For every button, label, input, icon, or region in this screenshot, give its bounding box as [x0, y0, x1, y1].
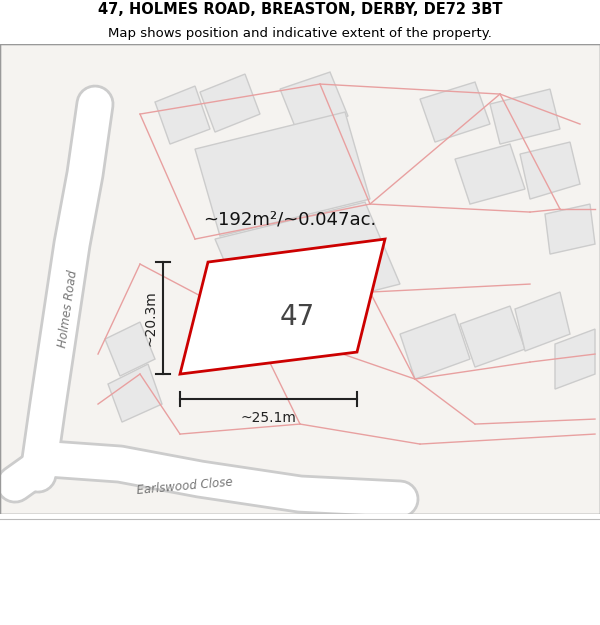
- Polygon shape: [155, 86, 210, 144]
- Polygon shape: [280, 72, 348, 134]
- Text: 47: 47: [280, 302, 315, 331]
- Text: Map shows position and indicative extent of the property.: Map shows position and indicative extent…: [108, 27, 492, 39]
- Polygon shape: [105, 322, 155, 376]
- Polygon shape: [200, 74, 260, 132]
- Polygon shape: [490, 89, 560, 144]
- Polygon shape: [400, 314, 470, 379]
- Polygon shape: [215, 202, 400, 322]
- Polygon shape: [555, 329, 595, 389]
- Text: Earlswood Close: Earlswood Close: [136, 476, 233, 497]
- Polygon shape: [520, 142, 580, 199]
- Polygon shape: [180, 239, 385, 374]
- Text: 47, HOLMES ROAD, BREASTON, DERBY, DE72 3BT: 47, HOLMES ROAD, BREASTON, DERBY, DE72 3…: [98, 2, 502, 17]
- Polygon shape: [515, 292, 570, 351]
- Text: ~20.3m: ~20.3m: [144, 290, 158, 346]
- Polygon shape: [195, 112, 370, 236]
- Text: Holmes Road: Holmes Road: [56, 269, 80, 349]
- Polygon shape: [545, 204, 595, 254]
- Polygon shape: [108, 364, 162, 422]
- Polygon shape: [460, 306, 525, 367]
- Text: ~192m²/~0.047ac.: ~192m²/~0.047ac.: [203, 210, 377, 228]
- Polygon shape: [420, 82, 490, 142]
- Text: ~25.1m: ~25.1m: [241, 411, 296, 425]
- Polygon shape: [455, 144, 525, 204]
